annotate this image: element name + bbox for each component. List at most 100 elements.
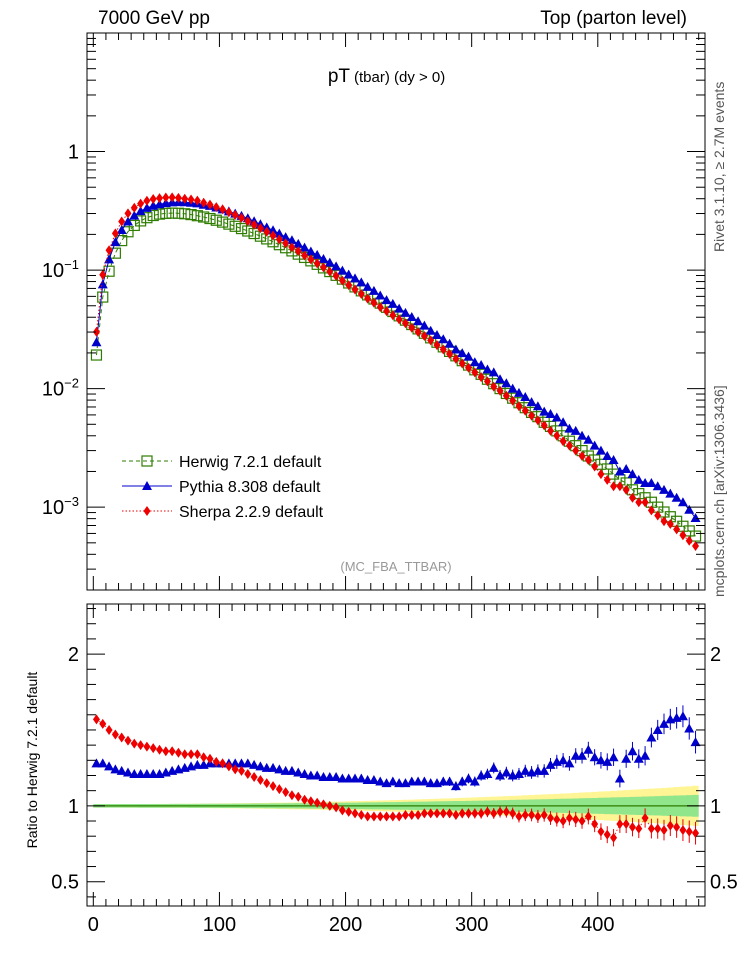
ratio-point-pythia (520, 765, 531, 775)
ratio-point-sherpa (534, 811, 542, 822)
data-point-sherpa (338, 275, 346, 286)
data-point-sherpa (364, 293, 372, 304)
ratio-point-pythia (249, 759, 260, 769)
ratio-point-sherpa (641, 812, 649, 823)
data-point-pythia (381, 295, 392, 305)
ratio-point-sherpa (439, 808, 447, 819)
ratio-point-sherpa (458, 808, 466, 819)
ratio-point-sherpa (528, 809, 536, 820)
ratio-point-sherpa (250, 772, 258, 783)
ratio-point-pythia (690, 737, 701, 747)
ratio-y-tick-label-right: 2 (710, 644, 721, 666)
data-point-pythia (646, 477, 657, 487)
tick-label-base: 10 (42, 379, 64, 401)
data-point-pythia (507, 383, 518, 393)
ratio-point-sherpa (654, 823, 662, 834)
data-point-sherpa (559, 436, 567, 447)
data-point-sherpa (622, 484, 630, 495)
ratio-point-pythia (286, 765, 297, 775)
ratio-point-sherpa (319, 799, 327, 810)
ratio-point-pythia (564, 758, 575, 768)
ratio-point-pythia (640, 750, 651, 760)
data-point-pythia (129, 210, 140, 220)
ratio-point-pythia (463, 773, 474, 783)
ratio-point-pythia (425, 778, 436, 788)
ratio-point-sherpa (647, 823, 655, 834)
plot-title-sub: (tbar) (dy > 0) (354, 69, 445, 86)
data-point-pythia (469, 357, 480, 367)
data-point-pythia (406, 311, 417, 321)
tick-label-exponent: −1 (64, 257, 79, 272)
ratio-point-pythia (129, 768, 140, 778)
data-point-pythia (305, 246, 316, 256)
data-point-sherpa (395, 314, 403, 325)
data-point-sherpa (326, 266, 334, 277)
data-point-pythia (614, 466, 625, 476)
ratio-point-sherpa (225, 761, 233, 772)
ratio-point-sherpa (666, 820, 674, 831)
axis-ticks-group: 110−110−210−32 21 10.5 0.50 100 200 300 400 (42, 32, 738, 936)
ratio-point-pythia (305, 770, 316, 780)
data-point-sherpa (174, 192, 182, 203)
x-tick-label: 0 (88, 914, 99, 936)
ratio-point-pythia (192, 759, 203, 769)
data-point-sherpa (420, 330, 428, 341)
ratio-point-sherpa (565, 812, 573, 823)
ratio-y-tick-label-right: 0.5 (710, 872, 738, 894)
ratio-point-sherpa (275, 784, 283, 795)
ratio-series-pythia (91, 705, 701, 791)
ratio-point-pythia (406, 776, 417, 786)
data-point-herwig (179, 208, 191, 220)
ratio-point-pythia (280, 765, 291, 775)
data-point-sherpa (200, 197, 208, 208)
ratio-point-pythia (608, 752, 619, 762)
data-point-pythia (268, 225, 279, 235)
ratio-point-pythia (469, 776, 480, 786)
ratio-point-sherpa (326, 800, 334, 811)
ratio-point-pythia (495, 770, 506, 780)
ratio-point-sherpa (483, 806, 491, 817)
ratio-point-pythia (230, 758, 241, 768)
data-point-herwig (153, 208, 166, 220)
ratio-y-axis-label: Ratio to Herwig 7.2.1 default (24, 672, 40, 849)
ratio-point-sherpa (288, 790, 296, 801)
data-point-sherpa (225, 207, 233, 218)
upper-y-tick-label: 10−2 (42, 376, 79, 401)
data-point-pythia (135, 206, 146, 216)
data-point-pythia (652, 481, 663, 491)
data-point-sherpa (483, 376, 491, 387)
data-point-sherpa (149, 193, 157, 204)
data-point-pythia (331, 261, 342, 271)
data-point-sherpa (591, 461, 599, 472)
series-sherpa (92, 192, 700, 552)
header-observable-group: Top (parton level) (540, 8, 687, 29)
data-point-sherpa (282, 238, 290, 249)
ratio-point-pythia (236, 758, 247, 768)
data-point-sherpa (553, 430, 561, 441)
data-point-sherpa (427, 335, 435, 346)
ratio-point-sherpa (99, 718, 107, 729)
data-point-pythia (677, 497, 688, 507)
data-point-pythia (488, 367, 499, 377)
legend: Herwig 7.2.1 default Pythia 8.308 default… (122, 454, 324, 521)
ratio-point-sherpa (502, 806, 510, 817)
ratio-point-pythia (513, 768, 524, 778)
analysis-watermark: (MC_FBA_TTBAR) (340, 559, 451, 574)
data-point-sherpa (597, 469, 605, 480)
ratio-point-sherpa (515, 811, 523, 822)
ratio-point-sherpa (137, 740, 145, 751)
data-point-pythia (659, 484, 670, 494)
ratio-point-pythia (532, 765, 543, 775)
ratio-point-sherpa (433, 808, 441, 819)
x-tick-label: 400 (581, 914, 614, 936)
data-point-sherpa (376, 302, 384, 313)
tick-label-base: 10 (42, 497, 64, 519)
x-tick-label: 200 (329, 914, 362, 936)
data-point-sherpa (692, 541, 700, 552)
ratio-point-sherpa (616, 819, 624, 830)
legend-label: Sherpa 2.2.9 default (179, 504, 324, 521)
data-point-sherpa (156, 193, 164, 204)
ratio-point-sherpa (338, 805, 346, 816)
data-point-pythia (665, 488, 676, 498)
